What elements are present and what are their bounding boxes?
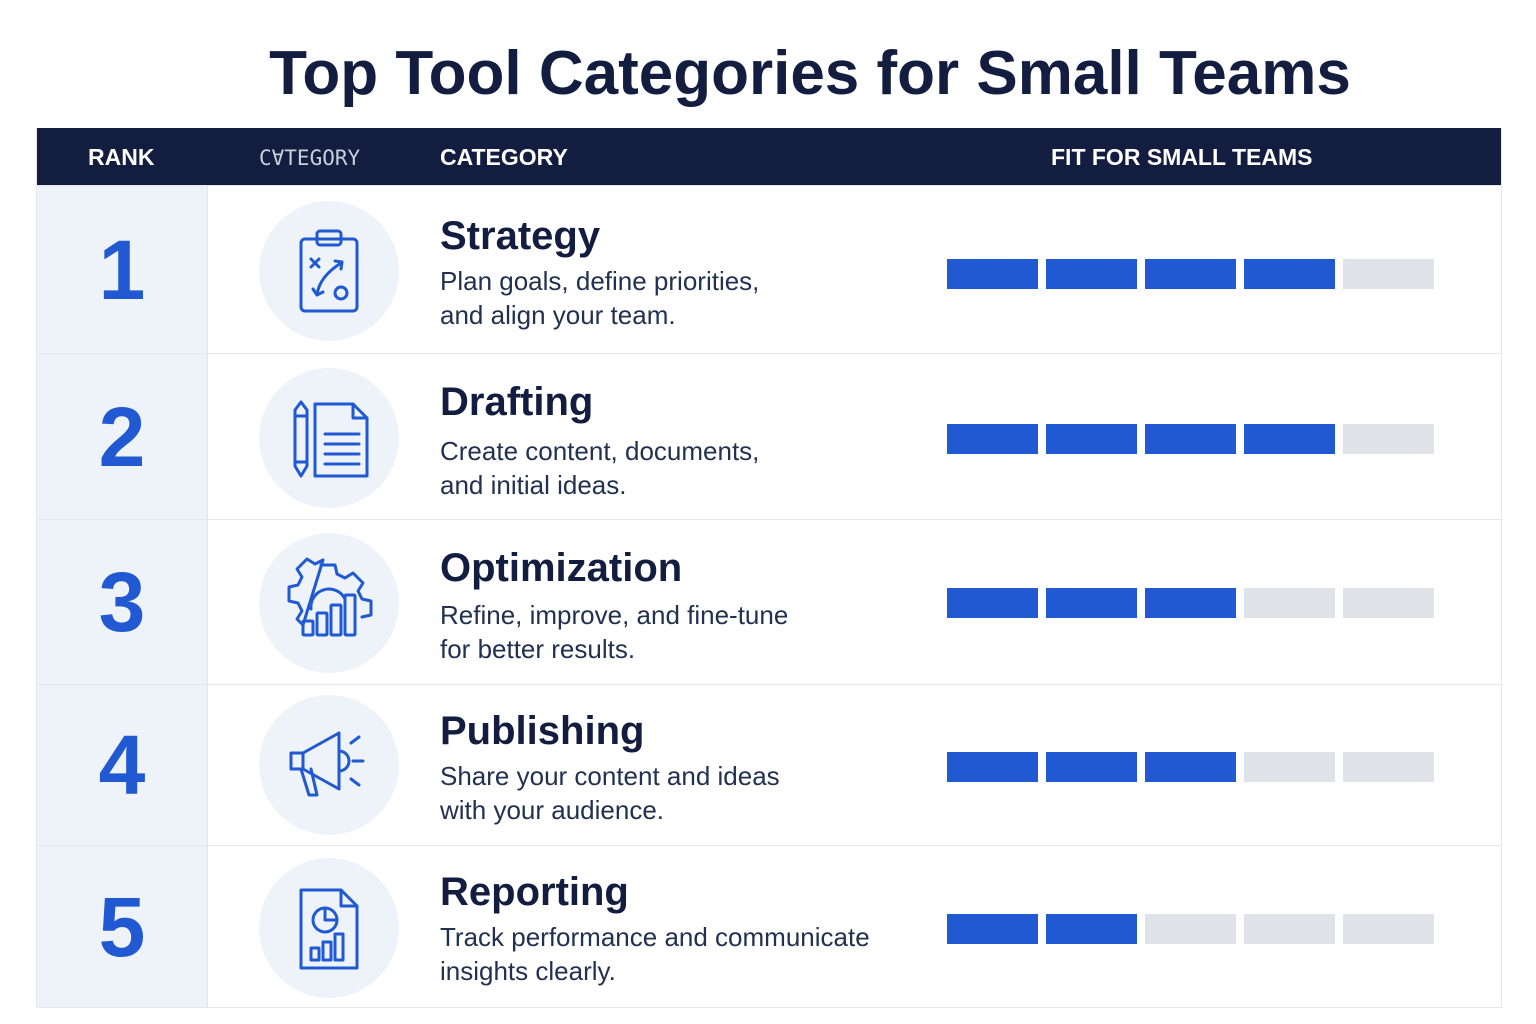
- table-row: 1 Strategy Plan goals, define priorities…: [37, 185, 1501, 353]
- fit-segment-filled: [1046, 424, 1137, 454]
- header-category-icon: CⱯTEGORY: [259, 146, 361, 170]
- fit-segment-filled: [1046, 588, 1137, 618]
- description-line: and align your team.: [440, 300, 676, 330]
- page-title: Top Tool Categories for Small Teams: [269, 39, 1351, 108]
- document-pencil-icon: [259, 368, 399, 508]
- category-name: Reporting: [440, 870, 629, 914]
- category-description: Track performance and communicate insigh…: [440, 920, 910, 988]
- category-name: Optimization: [440, 546, 683, 590]
- table-row: 4 Publishing Share your content and idea…: [37, 684, 1501, 845]
- fit-segment-filled: [1046, 752, 1137, 782]
- fit-meter: [947, 588, 1434, 618]
- table-row: 2 Drafting Create content, documents, an…: [37, 353, 1501, 519]
- description-line: and initial ideas.: [440, 470, 627, 500]
- rank-cell: 5: [37, 846, 208, 1007]
- fit-meter: [947, 752, 1434, 782]
- rank-number: 1: [98, 222, 146, 317]
- fit-segment-filled: [947, 424, 1038, 454]
- description-line: for better results.: [440, 634, 636, 664]
- description-line: Track performance and communicate: [440, 922, 870, 952]
- fit-segment-filled: [1046, 259, 1137, 289]
- fit-segment-empty: [1244, 588, 1335, 618]
- table-header: RANK CⱯTEGORY CATEGORY FIT FOR SMALL TEA…: [37, 128, 1501, 185]
- category-name: Publishing: [440, 709, 645, 753]
- fit-segment-filled: [1046, 914, 1137, 944]
- description-line: insights clearly.: [440, 956, 616, 986]
- megaphone-icon: [259, 695, 399, 835]
- description-line: Plan goals, define priorities,: [440, 266, 760, 296]
- table-row: 3 Optimization Refine, improve, and fine…: [37, 519, 1501, 684]
- header-fit: FIT FOR SMALL TEAMS: [1051, 144, 1313, 170]
- description-line: Create content, documents,: [440, 436, 760, 466]
- fit-segment-filled: [947, 914, 1038, 944]
- gear-chart-icon: [259, 533, 399, 673]
- category-description: Plan goals, define priorities, and align…: [440, 264, 910, 332]
- rank-cell: 2: [37, 354, 208, 519]
- header-category: CATEGORY: [440, 144, 568, 170]
- category-description: Create content, documents, and initial i…: [440, 434, 910, 502]
- fit-segment-empty: [1343, 259, 1434, 289]
- fit-segment-empty: [1244, 914, 1335, 944]
- category-description: Share your content and ideas with your a…: [440, 759, 910, 827]
- category-description: Refine, improve, and fine-tune for bette…: [440, 598, 910, 666]
- fit-segment-empty: [1343, 914, 1434, 944]
- fit-segment-filled: [947, 588, 1038, 618]
- rank-cell: 1: [37, 186, 208, 353]
- fit-segment-filled: [1244, 424, 1335, 454]
- fit-meter: [947, 424, 1434, 454]
- categories-table: RANK CⱯTEGORY CATEGORY FIT FOR SMALL TEA…: [36, 128, 1502, 1008]
- fit-segment-empty: [1145, 914, 1236, 944]
- fit-segment-filled: [1145, 752, 1236, 782]
- header-rank: RANK: [88, 144, 155, 170]
- fit-meter: [947, 914, 1434, 944]
- category-name: Strategy: [440, 214, 601, 258]
- fit-segment-filled: [947, 259, 1038, 289]
- table-row: 5 Reporting Track performance and commun…: [37, 845, 1501, 1007]
- fit-segment-filled: [1145, 259, 1236, 289]
- fit-segment-filled: [1145, 588, 1236, 618]
- description-line: with your audience.: [440, 795, 665, 825]
- rank-number: 2: [98, 389, 146, 484]
- fit-segment-filled: [1244, 259, 1335, 289]
- rank-number: 4: [98, 718, 146, 812]
- fit-segment-empty: [1244, 752, 1335, 782]
- fit-meter: [947, 259, 1434, 289]
- rank-number: 3: [98, 555, 146, 649]
- fit-segment-filled: [947, 752, 1038, 782]
- report-document-icon: [259, 858, 399, 998]
- category-name: Drafting: [440, 380, 594, 424]
- rank-number: 5: [98, 879, 146, 974]
- clipboard-strategy-icon: [259, 201, 399, 341]
- fit-segment-empty: [1343, 752, 1434, 782]
- fit-segment-empty: [1343, 424, 1434, 454]
- fit-segment-empty: [1343, 588, 1434, 618]
- description-line: Share your content and ideas: [440, 761, 780, 791]
- fit-segment-filled: [1145, 424, 1236, 454]
- rank-cell: 3: [37, 520, 208, 684]
- rank-cell: 4: [37, 685, 208, 845]
- description-line: Refine, improve, and fine-tune: [440, 600, 789, 630]
